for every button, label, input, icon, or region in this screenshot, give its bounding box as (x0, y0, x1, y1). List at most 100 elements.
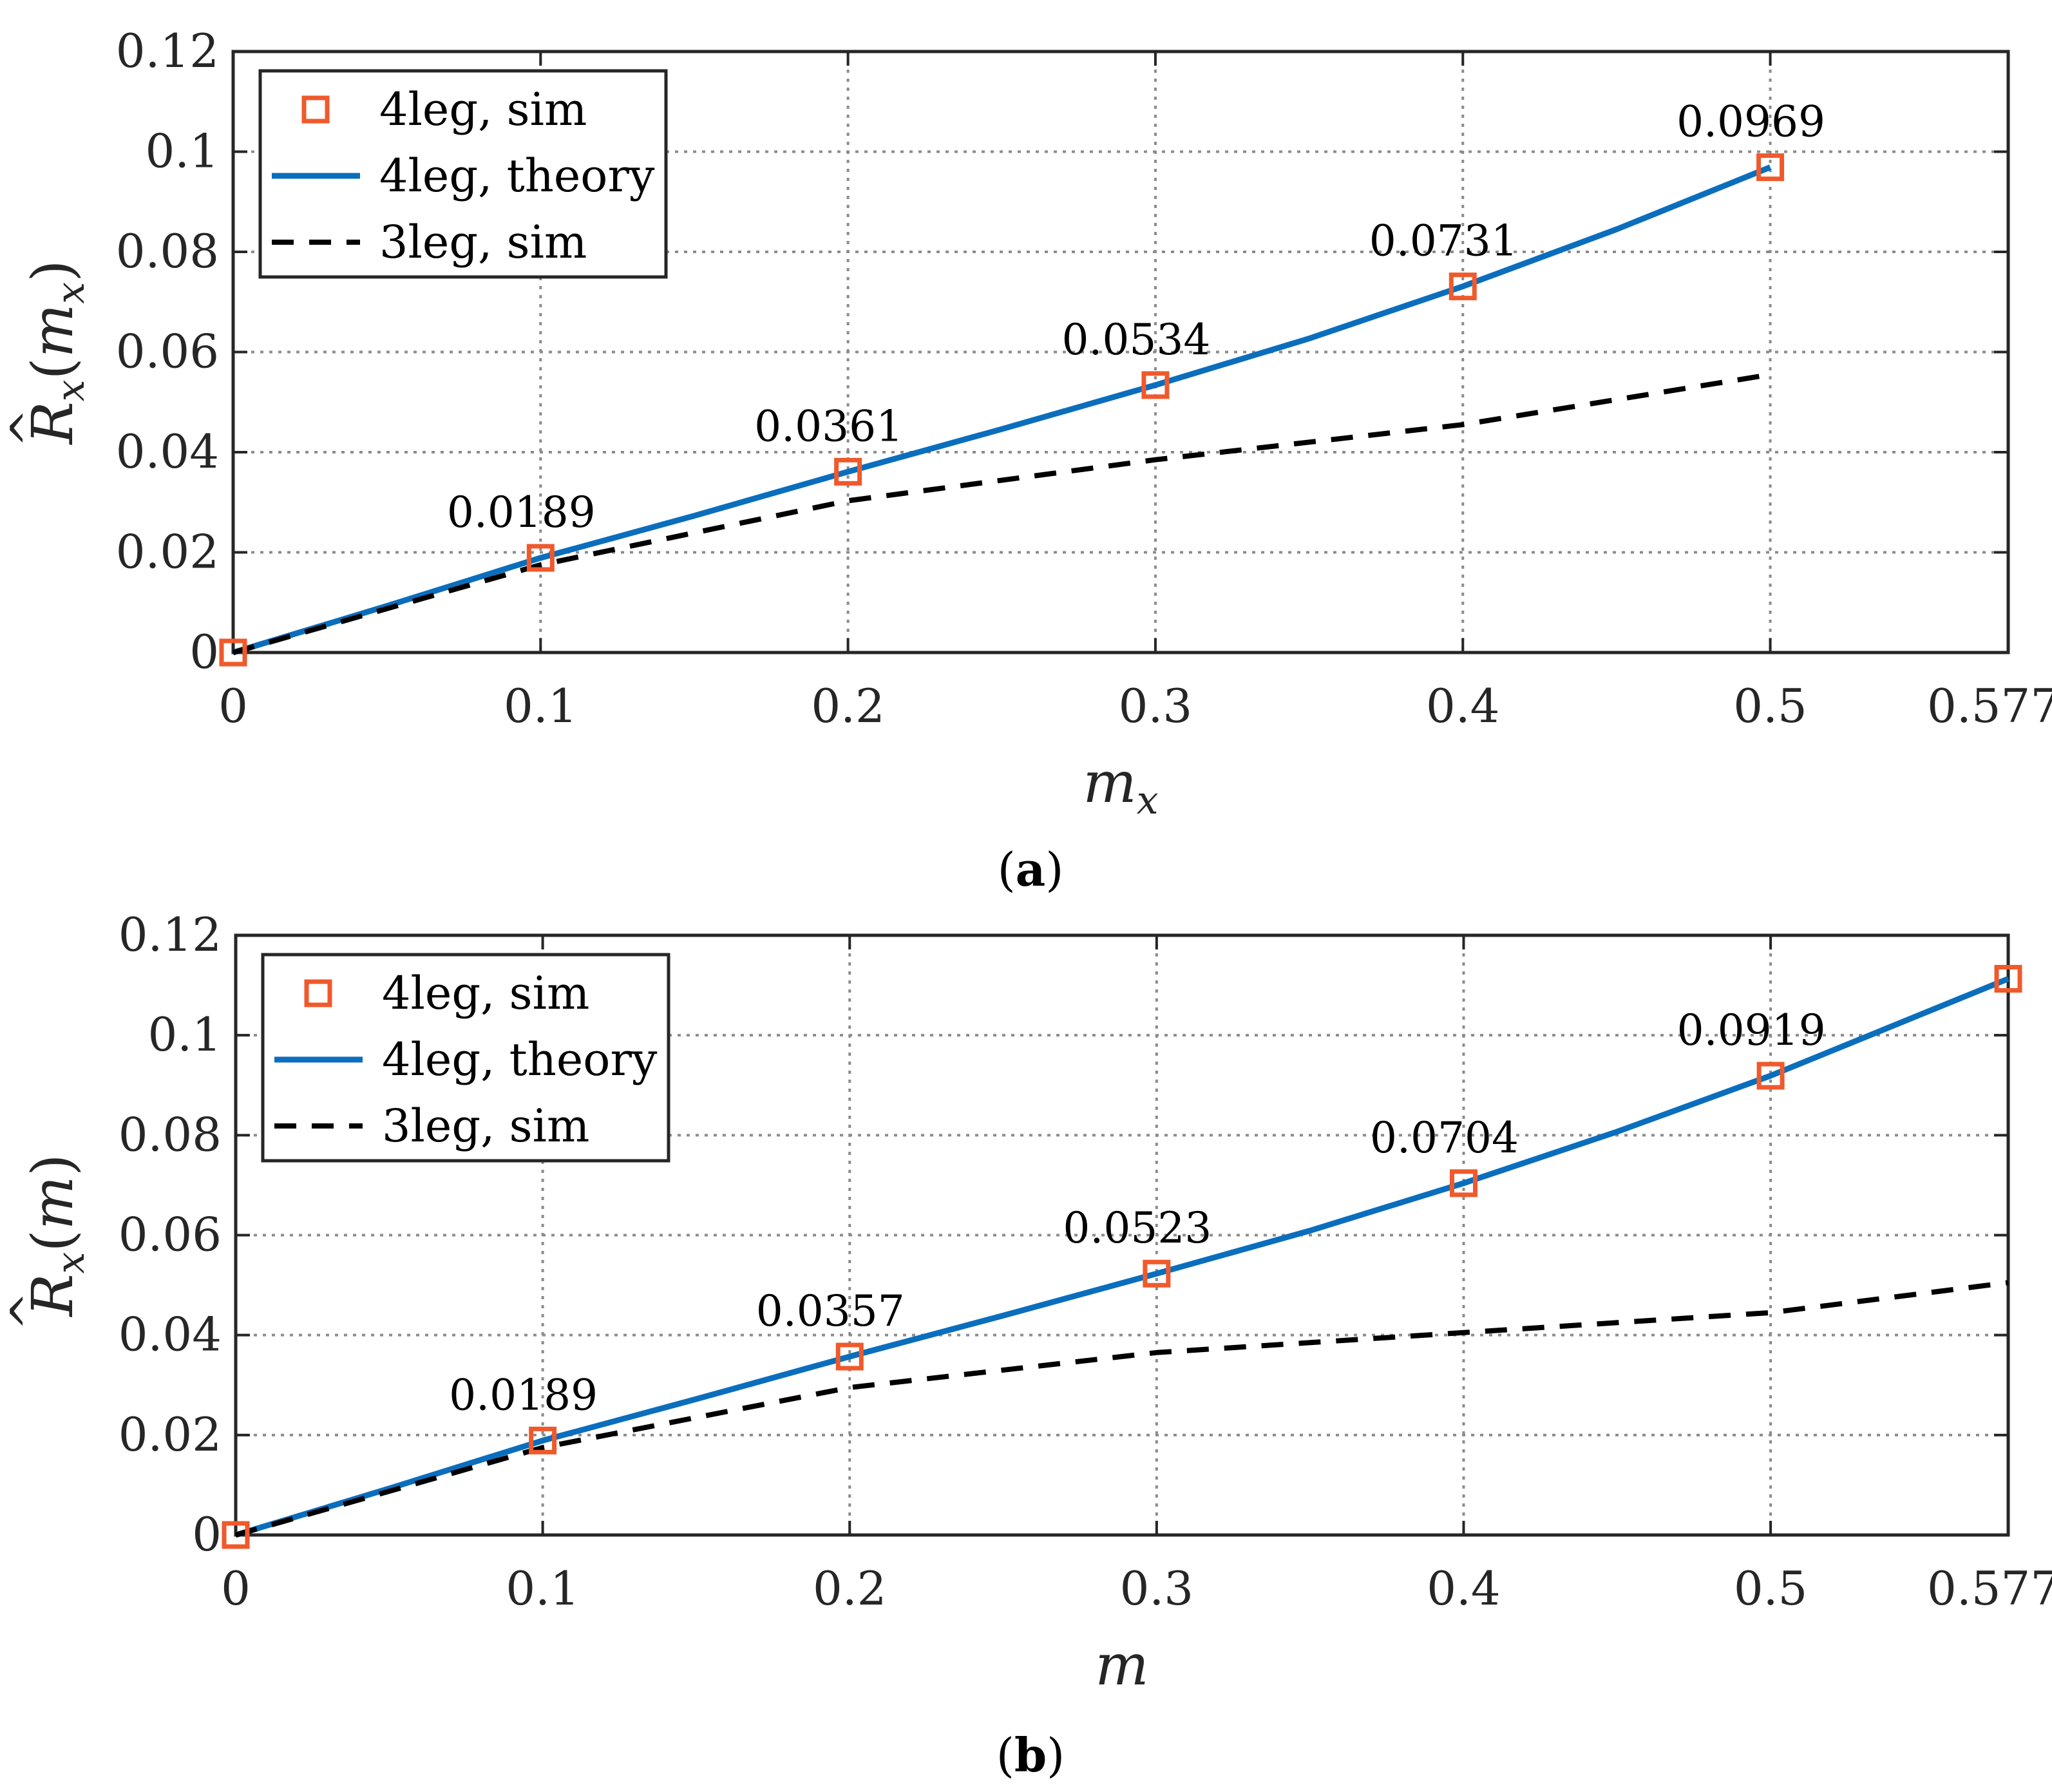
y-tick-label: 0.1 (145, 124, 219, 178)
data-point-4leg-sim (1449, 1169, 1477, 1197)
data-label: 0.0523 (1063, 1203, 1211, 1253)
y-axis-label-hat: ^ (1, 408, 55, 447)
y-tick-labels: 0 0.02 0.04 0.06 0.08 0.1 0.12 (119, 908, 2008, 1561)
x-tick-label: 0.4 (1426, 679, 1500, 733)
caption-open: ( (996, 1728, 1014, 1782)
y-tick-label: 0 (192, 1507, 222, 1561)
legend-label: 3leg, sim (379, 216, 587, 269)
y-tick-label: 0.04 (119, 1308, 222, 1362)
y-axis-label: Rx(mx)^ (1, 260, 93, 447)
y-axis-label-text: Rx(m) (19, 1154, 93, 1317)
legend-marker-4leg-sim (301, 95, 330, 124)
data-point-4leg-sim (219, 638, 247, 667)
data-label: 0.0357 (756, 1286, 905, 1336)
series-line-3leg-sim (232, 372, 1771, 655)
y-axis-label-sub: x (48, 379, 93, 401)
y-tick-label: 0.12 (119, 908, 222, 962)
data-point-4leg-sim (1994, 964, 2022, 993)
panel-caption: (b) (996, 1728, 1065, 1782)
y-axis-label-hat: ^ (1, 1292, 55, 1330)
legend-label: 4leg, sim (382, 967, 589, 1020)
data-label: 0.0731 (1369, 216, 1518, 266)
data-point-4leg-sim (1141, 371, 1170, 399)
caption-letter: b (1014, 1728, 1047, 1782)
data-point-4leg-sim (835, 1342, 864, 1371)
y-axis-label-sub: x (48, 1252, 93, 1274)
x-tick-label: 0.1 (504, 679, 578, 733)
x-tick-label: 0.3 (1120, 1561, 1194, 1616)
data-label: 0.0361 (754, 401, 903, 451)
x-tick-label: 0.5774 (1927, 1561, 2052, 1616)
x-axis-label-main: m (1083, 749, 1136, 815)
legend-label: 3leg, sim (382, 1100, 589, 1152)
y-axis-label-text: Rx(mx) (19, 260, 93, 445)
x-tick-label: 0.1 (506, 1561, 580, 1616)
y-axis-label-open: ( (19, 1230, 86, 1252)
data-point-4leg-sim (1449, 272, 1477, 301)
y-axis-label-main: R (19, 401, 86, 445)
series-line-3leg-sim (234, 1280, 2009, 1538)
x-tick-label: 0.5 (1734, 1561, 1808, 1616)
legend-label: 4leg, sim (379, 83, 587, 136)
y-tick-label: 0.08 (116, 224, 219, 278)
series (222, 964, 2022, 1549)
y-axis-label-arg-sub: x (48, 282, 93, 304)
data-labels: 0.0189 0.0361 0.0534 0.0731 0.0969 (447, 97, 1825, 537)
series-line-4leg-theory (234, 976, 2009, 1538)
x-axis-label-main: m (1095, 1632, 1148, 1698)
y-axis-label-close: ) (19, 260, 86, 281)
caption-close: ) (1045, 843, 1063, 897)
y-tick-label: 0.1 (147, 1007, 222, 1062)
caption-close: ) (1047, 1728, 1065, 1782)
data-point-4leg-sim (1756, 1062, 1785, 1090)
x-tick-label: 0.5 (1733, 679, 1807, 733)
x-axis-label: mx (1083, 749, 1158, 823)
chart-b: 0 0.1 0.2 0.3 0.4 0.5 0.57740 0.02 0.04 0.06 0.08 0… (1, 908, 2052, 1782)
y-tick-label: 0.08 (119, 1107, 222, 1161)
data-label: 0.0919 (1677, 1006, 1826, 1055)
data-label: 0.0969 (1677, 97, 1825, 147)
series (219, 153, 1785, 667)
y-tick-labels: 0 0.02 0.04 0.06 0.08 0.1 0.12 (116, 24, 2008, 679)
series-line-4leg-theory (232, 164, 1772, 656)
x-tick-labels: 0 0.1 0.2 0.3 0.4 0.5 0.5774 (218, 52, 2052, 733)
y-tick-label: 0.12 (116, 24, 219, 78)
y-axis-label-arg: m (19, 1176, 86, 1230)
x-tick-label: 0 (218, 679, 248, 733)
x-axis-label-sub: x (1137, 778, 1159, 823)
x-tick-label: 0.3 (1119, 679, 1193, 733)
y-axis-label-arg: m (19, 304, 86, 357)
y-axis-label-close: ) (19, 1154, 86, 1176)
x-tick-label: 0.4 (1427, 1561, 1501, 1616)
x-tick-label: 0.2 (811, 679, 885, 733)
y-tick-label: 0.04 (116, 424, 219, 479)
x-axis-label: m (1095, 1632, 1148, 1698)
caption-letter: a (1016, 842, 1046, 897)
y-tick-label: 0 (189, 625, 219, 679)
data-point-4leg-sim (222, 1521, 250, 1549)
panel-caption: (a) (998, 842, 1064, 897)
legend: 4leg, sim 4leg, theory 3leg, sim (258, 69, 668, 279)
legend: 4leg, sim 4leg, theory 3leg, sim (261, 953, 670, 1163)
legend-marker-4leg-sim (304, 979, 332, 1007)
grid (233, 52, 2008, 653)
data-label: 0.0189 (449, 1370, 598, 1420)
y-tick-label: 0.02 (119, 1407, 222, 1462)
x-tick-labels: 0 0.1 0.2 0.3 0.4 0.5 0.5774 (221, 935, 2052, 1616)
y-axis-label: Rx(m)^ (1, 1154, 93, 1330)
y-tick-label: 0.06 (119, 1208, 222, 1262)
data-point-4leg-sim (1143, 1259, 1171, 1288)
data-point-4leg-sim (526, 544, 555, 572)
y-tick-label: 0.06 (116, 325, 219, 379)
data-point-4leg-sim (1756, 153, 1785, 182)
x-tick-label: 0.5774 (1927, 679, 2052, 733)
legend-label: 4leg, theory (382, 1033, 658, 1086)
legend-label: 4leg, theory (379, 149, 655, 202)
x-tick-label: 0.2 (813, 1561, 887, 1616)
data-label: 0.0534 (1061, 315, 1210, 365)
caption-open: ( (998, 843, 1016, 897)
data-labels: 0.0189 0.0357 0.0523 0.0704 0.0919 (449, 1006, 1825, 1420)
y-axis-label-open: ( (19, 357, 86, 379)
chart-a: 00.10.20.30.40.50.577400.020.040.060.080… (1, 24, 2052, 897)
